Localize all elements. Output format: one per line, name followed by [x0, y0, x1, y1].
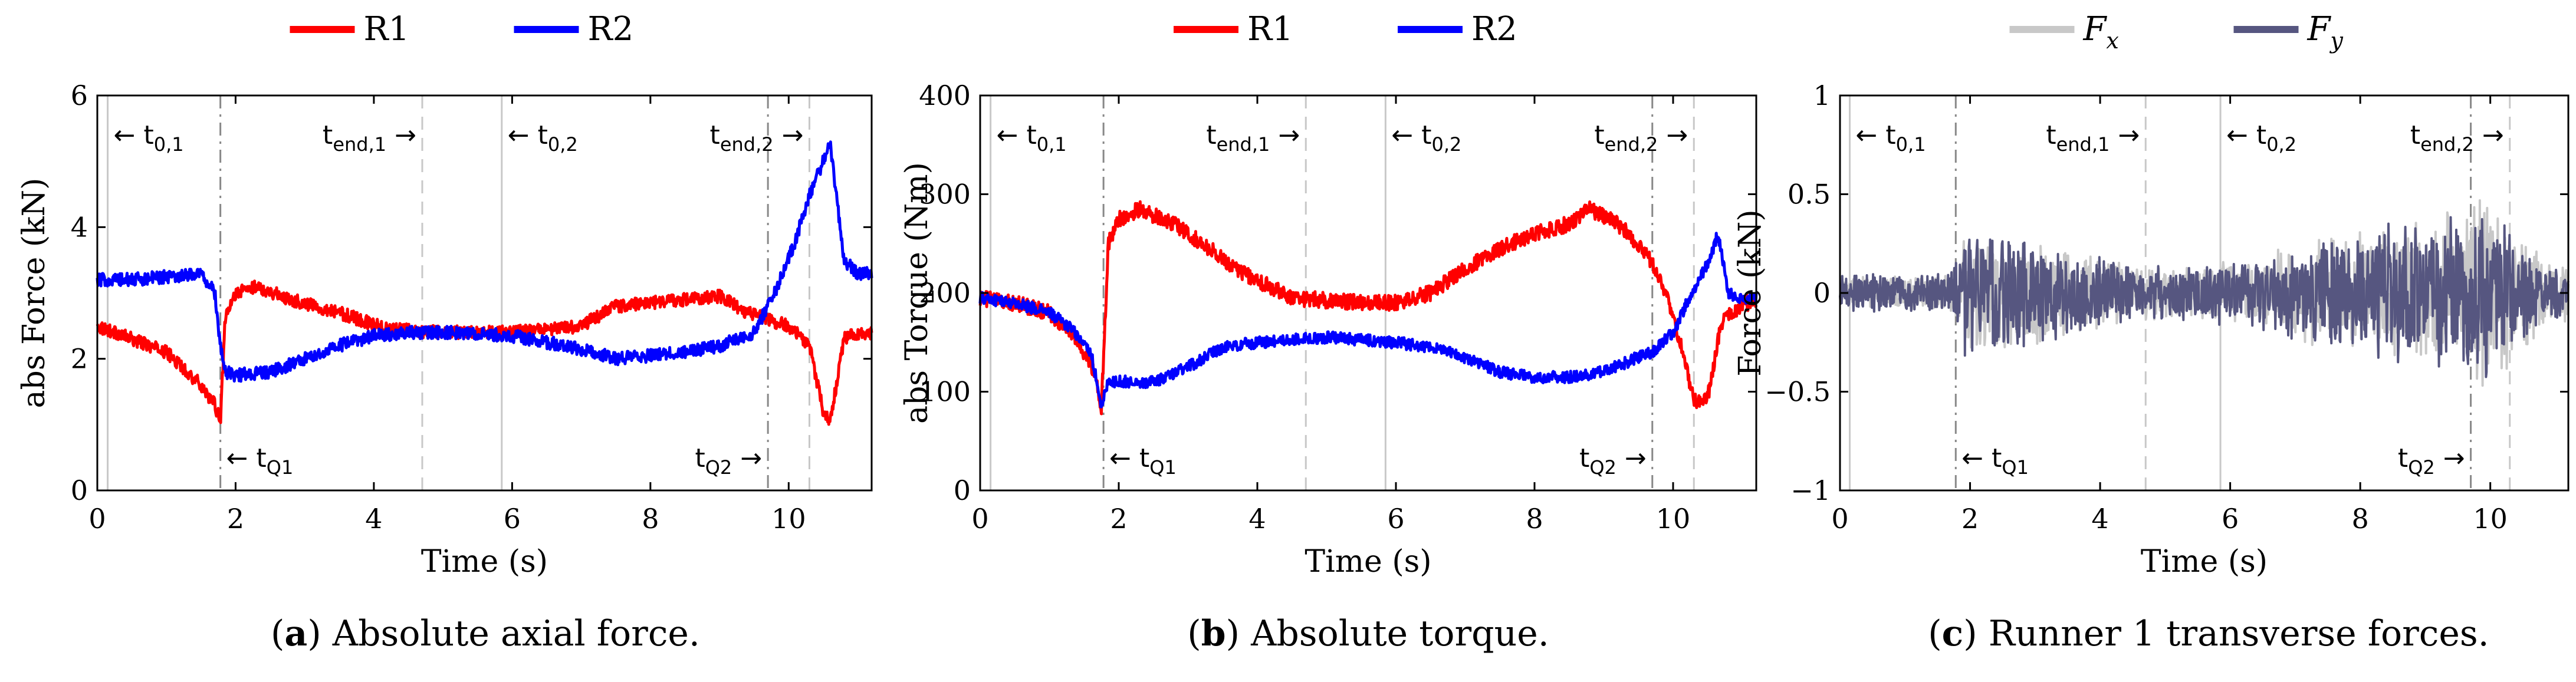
- y-tick-label: 0: [1813, 277, 1831, 309]
- y-tick-label: 2: [71, 343, 88, 375]
- y-tick-label: 1: [1813, 80, 1831, 111]
- x-tick-label: 10: [1656, 503, 1691, 535]
- event-annotation: ← t0,1: [1856, 120, 1926, 156]
- x-tick-label: 0: [971, 503, 988, 535]
- y-tick-label: −0.5: [1765, 376, 1831, 408]
- x-tick-label: 0: [88, 503, 106, 535]
- y-axis-label: Force (kN): [1733, 209, 1768, 376]
- event-annotation: tQ2 →: [2398, 443, 2465, 479]
- y-tick-label: 6: [71, 80, 88, 111]
- event-annotation: tend,1 →: [1206, 120, 1300, 156]
- x-tick-label: 2: [1961, 503, 1979, 535]
- x-tick-label: 4: [365, 503, 382, 535]
- event-annotation: ← t0,2: [2226, 120, 2296, 156]
- event-annotation: tend,2 →: [710, 120, 804, 156]
- event-annotation: ← t0,2: [1391, 120, 1461, 156]
- caption-a: (a) Absolute axial force.: [271, 613, 700, 654]
- event-annotation: tQ2 →: [1579, 443, 1647, 479]
- legend: R1 R2: [1174, 10, 1517, 48]
- series-line-r2: [978, 232, 1758, 408]
- y-axis-label: abs Force (kN): [17, 178, 52, 408]
- x-tick-label: 4: [2091, 503, 2108, 535]
- y-tick-label: 300: [919, 179, 971, 210]
- series-line-fy: [1839, 216, 2570, 378]
- event-annotation: ← tQ1: [1961, 443, 2029, 479]
- event-annotation: ← t0,1: [114, 120, 184, 156]
- x-tick-label: 10: [771, 503, 806, 535]
- y-tick-label: 100: [919, 376, 971, 408]
- series-line-r1: [96, 279, 873, 426]
- legend-label-fy: Fy: [2307, 10, 2344, 54]
- y-tick-label: 0.5: [1788, 179, 1831, 210]
- event-annotation: tend,2 →: [1594, 120, 1688, 156]
- x-axis-label: Time (s): [1305, 544, 1431, 579]
- caption-a-tag: a: [284, 613, 308, 654]
- legend-label-r2: R2: [1471, 10, 1517, 48]
- x-axis-label: Time (s): [2141, 544, 2268, 579]
- x-tick-label: 0: [1831, 503, 1848, 535]
- y-axis-label: abs Torque (Nm): [899, 162, 935, 424]
- caption-b-tag: b: [1201, 613, 1226, 654]
- x-tick-label: 8: [2352, 503, 2369, 535]
- x-tick-label: 6: [1387, 503, 1404, 535]
- chart-panel-1: 0 2 4 6 8 10 0 2 4 6 Time (s) abs Force (kN) ← t0,1 t…: [17, 10, 873, 579]
- x-tick-label: 6: [2222, 503, 2239, 535]
- x-tick-label: 10: [2473, 503, 2508, 535]
- event-annotation: ← t0,1: [997, 120, 1067, 156]
- legend-label-fx: Fx: [2083, 10, 2119, 54]
- caption-a-text: Absolute axial force.: [332, 613, 700, 654]
- event-annotation: ← t0,2: [508, 120, 578, 156]
- y-tick-label: 200: [919, 277, 971, 309]
- x-tick-label: 8: [642, 503, 659, 535]
- series-line-r2: [96, 140, 873, 383]
- legend-label-r2: R2: [588, 10, 634, 48]
- plot-frame: [96, 94, 873, 492]
- legend: Fx Fy: [2009, 10, 2344, 54]
- caption-c-tag: c: [1941, 613, 1964, 654]
- event-annotation: tend,2 →: [2410, 120, 2504, 156]
- legend-label-r1: R1: [1247, 10, 1293, 48]
- y-tick-label: −1: [1790, 475, 1831, 506]
- legend-label-r1: R1: [364, 10, 410, 48]
- caption-b: (b) Absolute torque.: [1187, 613, 1549, 654]
- event-annotation: tQ2 →: [695, 443, 762, 479]
- y-tick-label: 0: [954, 475, 971, 506]
- x-tick-label: 6: [504, 503, 521, 535]
- caption-b-text: Absolute torque.: [1251, 613, 1549, 654]
- y-tick-label: 4: [71, 211, 88, 243]
- chart-panel-3: 0 2 4 6 8 10 −1 −0.5 0 0.5 1 Time (s) Force (kN) ← t0…: [1733, 10, 2570, 579]
- caption-c: (c) Runner 1 transverse forces.: [1928, 613, 2489, 654]
- x-tick-label: 2: [1110, 503, 1127, 535]
- event-annotation: ← tQ1: [1109, 443, 1177, 479]
- x-tick-label: 8: [1526, 503, 1543, 535]
- caption-c-text: Runner 1 transverse forces.: [1988, 613, 2489, 654]
- x-axis-label: Time (s): [421, 544, 548, 579]
- x-tick-label: 4: [1248, 503, 1266, 535]
- x-tick-label: 2: [227, 503, 244, 535]
- event-annotation: tend,1 →: [323, 120, 416, 156]
- y-tick-label: 400: [919, 80, 971, 111]
- series-line-r1: [978, 200, 1758, 416]
- legend: R1 R2: [290, 10, 634, 48]
- event-annotation: tend,1 →: [2046, 120, 2140, 156]
- y-tick-label: 0: [71, 475, 88, 506]
- event-annotation: ← tQ1: [226, 443, 294, 479]
